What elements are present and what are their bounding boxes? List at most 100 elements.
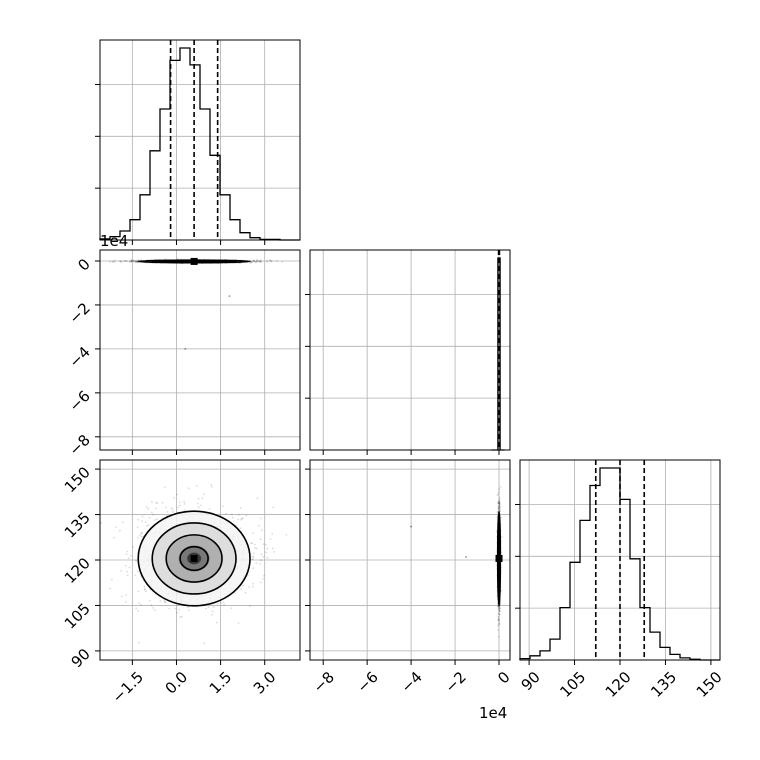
sample-point <box>155 507 157 510</box>
sample-point <box>134 260 137 263</box>
sample-point <box>250 260 253 263</box>
sample-point <box>266 547 269 550</box>
sample-point <box>237 518 240 521</box>
sample-point <box>127 557 130 559</box>
sample-point <box>137 518 140 521</box>
density-peak <box>190 554 198 562</box>
sample-point <box>150 604 153 607</box>
sample-point <box>499 506 501 509</box>
sample-point <box>498 501 501 504</box>
sample-point <box>497 635 500 638</box>
sample-point <box>497 619 500 622</box>
sample-point <box>256 260 259 263</box>
sample-point <box>240 588 243 590</box>
sample-point <box>498 610 501 612</box>
sample-point <box>168 607 171 610</box>
sample-point <box>245 514 248 517</box>
sample-point <box>271 533 274 535</box>
y-tick-label-param-2: 120 <box>61 554 94 587</box>
sample-point <box>178 501 181 504</box>
sample-point <box>112 260 115 263</box>
offset-label-bottom: 1e4 <box>479 704 507 722</box>
sample-point <box>241 517 244 519</box>
sample-point <box>131 260 133 262</box>
sample-point <box>137 641 140 644</box>
sample-point <box>140 603 142 606</box>
sample-point <box>216 603 219 605</box>
sample-point <box>497 507 500 509</box>
sample-point <box>252 567 255 570</box>
ticks-layer <box>95 83 712 665</box>
sample-point <box>497 502 499 504</box>
sample-point <box>135 260 137 263</box>
outlier-point-3 <box>465 555 468 558</box>
sample-point <box>124 600 127 603</box>
sample-point <box>145 506 148 508</box>
sample-point <box>498 613 501 616</box>
sample-point <box>498 507 500 510</box>
sample-point <box>252 557 254 560</box>
sample-point <box>171 508 174 511</box>
y-tick-label-param-2: 90 <box>68 645 94 671</box>
density-panel-2-0 <box>100 483 288 645</box>
sample-point <box>498 488 500 490</box>
sample-point <box>497 618 500 621</box>
x-tick-label-param-1: 0 <box>494 668 513 687</box>
sample-point <box>147 507 150 510</box>
sample-point <box>151 501 153 503</box>
sample-point <box>254 261 257 263</box>
sample-point <box>498 499 501 502</box>
sample-point <box>166 511 169 513</box>
sample-point <box>222 505 224 507</box>
sample-point <box>497 613 500 616</box>
sample-point <box>124 260 126 263</box>
sample-point <box>134 261 137 264</box>
sample-point <box>497 500 500 503</box>
sample-point <box>137 570 139 572</box>
sample-point <box>134 260 137 263</box>
sample-point <box>266 259 268 262</box>
outlier-point-2 <box>410 525 413 528</box>
sample-point <box>161 501 164 504</box>
sample-point <box>176 611 179 614</box>
sample-point <box>271 547 274 550</box>
sample-point <box>126 260 129 263</box>
sample-point <box>497 508 500 510</box>
sample-point <box>498 496 501 499</box>
sample-point <box>163 486 166 489</box>
sample-point <box>128 566 131 569</box>
sample-point <box>130 260 133 263</box>
sample-point <box>121 595 123 598</box>
sample-point <box>137 536 139 539</box>
x-tick-label-param-0: 0.0 <box>162 668 192 698</box>
density-peak <box>495 554 503 562</box>
sample-point <box>498 607 501 610</box>
sample-point <box>500 516 502 519</box>
sample-point <box>498 610 501 612</box>
sample-point <box>269 259 272 261</box>
sample-point <box>497 501 500 503</box>
sample-point <box>496 494 499 497</box>
sample-point <box>252 582 255 585</box>
sample-point <box>141 515 144 518</box>
sample-point <box>129 261 132 263</box>
sample-point <box>177 257 180 260</box>
sample-point <box>239 527 242 530</box>
sample-point <box>139 534 142 536</box>
sample-point <box>119 259 121 262</box>
sample-point <box>242 584 244 587</box>
sample-point <box>163 601 166 603</box>
sample-point <box>126 574 129 577</box>
sample-point <box>252 532 255 534</box>
sample-point <box>144 587 146 590</box>
sample-point <box>132 260 135 262</box>
outlier-point-0 <box>184 347 187 350</box>
sample-point <box>137 609 139 612</box>
sample-point <box>197 497 200 500</box>
sample-point <box>252 260 255 262</box>
sample-point <box>141 520 143 523</box>
sample-point <box>253 259 255 262</box>
sample-point <box>255 261 258 263</box>
sample-point <box>498 622 500 625</box>
sample-point <box>499 509 502 512</box>
